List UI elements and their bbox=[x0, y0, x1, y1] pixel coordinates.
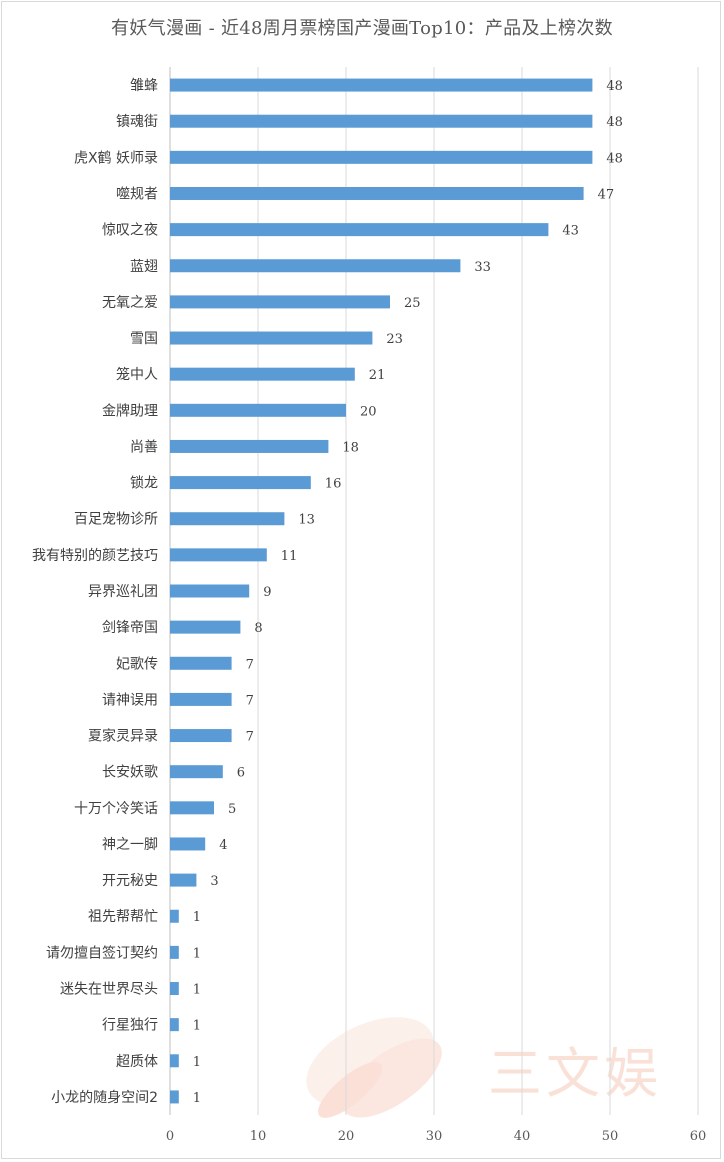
bar bbox=[170, 78, 593, 92]
category-label: 雏蜂 bbox=[130, 78, 158, 94]
category-label: 开元秘史 bbox=[102, 873, 158, 889]
x-tick-label: 0 bbox=[166, 1129, 174, 1144]
x-tick-label: 40 bbox=[514, 1129, 531, 1144]
bar bbox=[170, 114, 593, 128]
data-label: 1 bbox=[193, 946, 201, 961]
bar bbox=[170, 403, 346, 417]
data-label: 25 bbox=[404, 296, 421, 311]
category-label: 请勿擅自签订契约 bbox=[46, 944, 158, 961]
data-label: 1 bbox=[193, 1019, 201, 1034]
data-label: 7 bbox=[246, 693, 254, 708]
bar bbox=[170, 692, 232, 706]
data-label: 20 bbox=[360, 404, 377, 419]
data-label: 8 bbox=[254, 621, 262, 636]
category-label: 噬规者 bbox=[116, 186, 158, 202]
x-tick-label: 60 bbox=[690, 1129, 707, 1144]
data-label: 7 bbox=[246, 657, 254, 672]
watermark-text: 三文娱 bbox=[488, 1042, 662, 1105]
watermark: 三文娱 bbox=[306, 1017, 662, 1118]
category-label: 锁龙 bbox=[130, 476, 158, 492]
data-label: 21 bbox=[369, 368, 386, 383]
data-label: 16 bbox=[325, 477, 342, 492]
data-label: 1 bbox=[193, 910, 201, 925]
category-label: 虎X鹤 妖师录 bbox=[74, 150, 158, 166]
category-label: 镇魂街 bbox=[116, 114, 158, 130]
data-label: 3 bbox=[210, 874, 218, 889]
bar bbox=[170, 801, 214, 815]
category-label: 异界巡礼团 bbox=[88, 584, 158, 600]
data-label: 1 bbox=[193, 1055, 201, 1070]
chart-title: 有妖气漫画 - 近48周月票榜国产漫画Top10：产品及上榜次数 bbox=[111, 18, 613, 39]
x-tick-label: 20 bbox=[338, 1129, 355, 1144]
category-label: 雪国 bbox=[130, 331, 158, 347]
bar bbox=[170, 909, 179, 923]
bar bbox=[170, 295, 390, 309]
bar bbox=[170, 476, 311, 490]
bar bbox=[170, 1090, 179, 1104]
data-label: 43 bbox=[562, 224, 579, 239]
category-label: 笼中人 bbox=[116, 366, 158, 383]
category-label: 我有特别的颜艺技巧 bbox=[32, 548, 158, 564]
category-label: 十万个冷笑话 bbox=[74, 801, 158, 817]
category-label: 长安妖歌 bbox=[102, 765, 158, 781]
data-label: 1 bbox=[193, 1091, 201, 1106]
category-label: 尚善 bbox=[130, 439, 158, 455]
data-label: 4 bbox=[219, 838, 227, 853]
data-label: 18 bbox=[342, 440, 359, 455]
bar bbox=[170, 331, 373, 345]
bar bbox=[170, 945, 179, 959]
x-tick-label: 10 bbox=[250, 1129, 267, 1144]
category-label: 金牌助理 bbox=[102, 402, 158, 419]
bar bbox=[170, 873, 197, 887]
data-label: 5 bbox=[228, 802, 236, 817]
category-label: 妃歌传 bbox=[116, 656, 158, 672]
bar bbox=[170, 729, 232, 743]
data-label: 1 bbox=[193, 983, 201, 998]
bar bbox=[170, 584, 250, 598]
bar bbox=[170, 223, 549, 237]
bar bbox=[170, 1054, 179, 1068]
data-label: 48 bbox=[606, 115, 623, 130]
category-label: 惊叹之夜 bbox=[102, 223, 158, 239]
data-label: 13 bbox=[298, 513, 315, 528]
bar bbox=[170, 512, 285, 526]
bar bbox=[170, 1018, 179, 1032]
category-label: 超质体 bbox=[116, 1054, 158, 1070]
category-label: 行星独行 bbox=[102, 1018, 158, 1034]
data-label: 6 bbox=[237, 766, 245, 781]
bar bbox=[170, 259, 461, 273]
category-label: 小龙的随身空间2 bbox=[51, 1090, 158, 1106]
bar bbox=[170, 656, 232, 670]
category-label: 迷失在世界尽头 bbox=[60, 982, 158, 998]
data-label: 48 bbox=[606, 151, 623, 166]
data-label: 7 bbox=[246, 730, 254, 745]
bar bbox=[170, 150, 593, 164]
bar bbox=[170, 620, 241, 634]
data-label: 23 bbox=[386, 332, 403, 347]
data-label: 9 bbox=[263, 585, 271, 600]
category-label: 百足宠物诊所 bbox=[74, 512, 158, 528]
x-tick-label: 30 bbox=[426, 1129, 443, 1144]
bar bbox=[170, 548, 267, 562]
bar bbox=[170, 837, 206, 851]
x-tick-label: 50 bbox=[602, 1129, 619, 1144]
category-label: 请神误用 bbox=[102, 692, 158, 708]
bar bbox=[170, 439, 329, 453]
category-label: 蓝翅 bbox=[130, 259, 158, 275]
category-label: 神之一脚 bbox=[102, 837, 158, 853]
bar bbox=[170, 186, 584, 200]
data-label: 33 bbox=[474, 260, 491, 275]
bar bbox=[170, 765, 223, 779]
bar bbox=[170, 367, 355, 381]
category-label: 夏家灵异录 bbox=[88, 728, 158, 745]
bar bbox=[170, 982, 179, 996]
data-label: 47 bbox=[598, 187, 615, 202]
data-label: 11 bbox=[281, 549, 298, 564]
category-label: 剑锋帝国 bbox=[102, 620, 158, 636]
category-label: 祖先帮帮忙 bbox=[88, 909, 158, 925]
category-label: 无氧之爱 bbox=[102, 295, 158, 311]
data-label: 48 bbox=[606, 79, 623, 94]
